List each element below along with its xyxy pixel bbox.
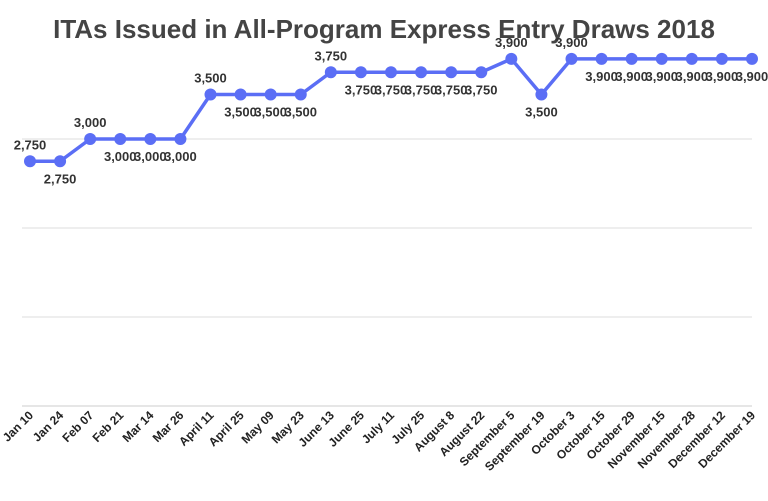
x-tick-label: Jan 24 (30, 408, 67, 445)
data-label: 3,900 (736, 69, 768, 84)
data-point (595, 52, 608, 65)
data-label: 2,750 (14, 137, 47, 152)
data-point (445, 66, 458, 79)
data-point (264, 88, 277, 101)
data-point (354, 66, 367, 79)
data-point (174, 133, 187, 145)
data-point (324, 66, 337, 79)
data-point (746, 52, 758, 65)
data-point (475, 66, 488, 79)
data-label: 3,500 (194, 71, 227, 86)
data-label: 3,500 (224, 105, 257, 120)
data-label: 3,000 (134, 149, 167, 164)
data-point (625, 52, 638, 65)
data-label: 3,900 (495, 35, 528, 50)
data-point (655, 52, 668, 65)
data-labels: 2,7502,7503,0003,0003,0003,0003,5003,500… (14, 35, 768, 186)
x-tick-label: Feb 21 (90, 408, 127, 445)
data-label: 3,750 (435, 82, 468, 97)
x-tick-label: Jan 10 (0, 408, 36, 445)
x-tick-label: May 09 (239, 408, 277, 446)
data-point (505, 52, 518, 65)
data-label: 3,000 (164, 149, 197, 164)
data-label: 3,900 (676, 69, 709, 84)
data-label: 3,750 (345, 82, 378, 97)
data-label: 3,500 (284, 105, 317, 120)
data-point (114, 133, 127, 145)
chart-title: ITAs Issued in All-Program Express Entry… (53, 14, 715, 44)
data-label: 3,750 (315, 48, 348, 63)
data-label: 3,000 (104, 149, 137, 164)
data-point (84, 133, 97, 145)
data-point (415, 66, 428, 79)
data-points (24, 52, 758, 168)
data-point (24, 155, 36, 168)
data-point (715, 52, 728, 65)
x-tick-label: Mar 14 (120, 408, 157, 445)
data-label: 3,900 (615, 69, 648, 84)
data-point (54, 155, 67, 168)
data-point (234, 88, 247, 101)
data-label: 3,500 (525, 105, 558, 120)
data-point (204, 88, 217, 101)
data-label: 3,900 (555, 35, 588, 50)
x-tick-label: Feb 07 (60, 408, 97, 445)
data-label: 3,900 (585, 69, 618, 84)
data-label: 3,750 (375, 82, 408, 97)
data-point (565, 52, 578, 65)
data-label: 2,750 (44, 171, 77, 186)
data-label: 3,000 (74, 115, 107, 130)
data-point (685, 52, 698, 65)
data-label: 3,900 (645, 69, 678, 84)
data-point (385, 66, 397, 79)
data-point (535, 88, 548, 101)
gridlines (22, 138, 752, 407)
data-point (294, 88, 307, 101)
data-point (144, 133, 157, 145)
data-label: 3,750 (405, 82, 438, 97)
data-label: 3,750 (465, 82, 498, 97)
data-label: 3,900 (706, 69, 739, 84)
data-label: 3,500 (254, 105, 287, 120)
